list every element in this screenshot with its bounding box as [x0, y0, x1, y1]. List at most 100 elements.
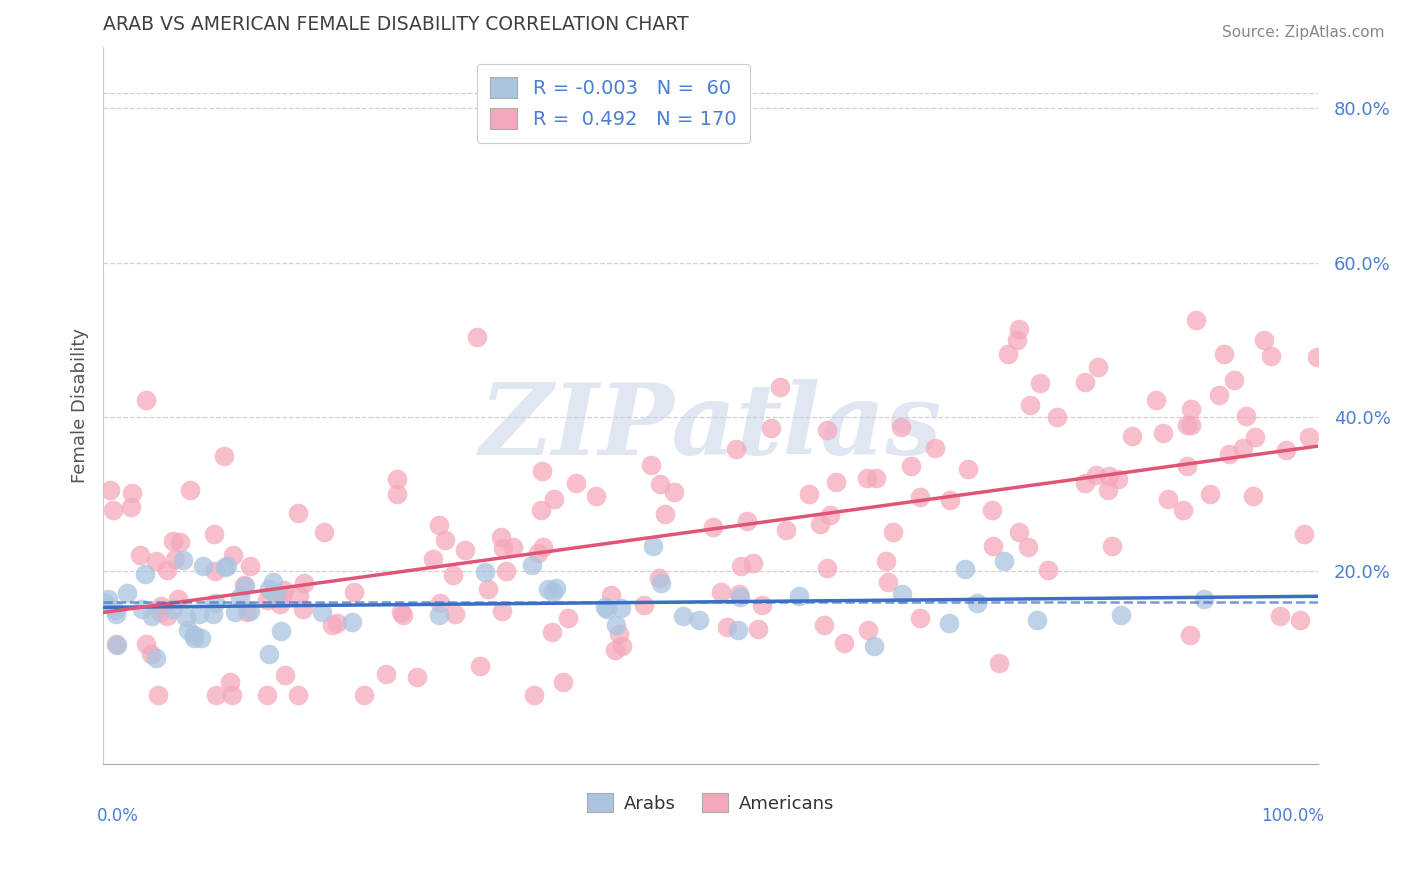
Point	[1232, 441, 1254, 455]
Point	[1289, 613, 1312, 627]
Point	[239, 605, 262, 619]
Point	[146, 688, 169, 702]
Point	[495, 565, 517, 579]
Point	[204, 596, 226, 610]
Point	[662, 485, 685, 500]
Point	[1152, 425, 1174, 440]
Point	[1194, 592, 1216, 607]
Point	[121, 486, 143, 500]
Point	[610, 601, 633, 615]
Point	[257, 648, 280, 662]
Point	[981, 539, 1004, 553]
Point	[716, 620, 738, 634]
Point	[877, 575, 900, 590]
Point	[150, 599, 173, 614]
Point	[882, 524, 904, 539]
Point	[135, 637, 157, 651]
Point	[759, 421, 782, 435]
Point	[474, 565, 496, 579]
Point	[908, 611, 931, 625]
Point	[470, 659, 492, 673]
Point	[890, 419, 912, 434]
Point	[165, 552, 187, 566]
Point	[910, 490, 932, 504]
Point	[728, 590, 751, 604]
Point	[541, 625, 564, 640]
Point	[1109, 608, 1132, 623]
Point	[865, 471, 887, 485]
Point	[221, 688, 243, 702]
Point	[1185, 313, 1208, 327]
Point	[856, 471, 879, 485]
Point	[105, 638, 128, 652]
Point	[434, 533, 457, 548]
Point	[1084, 468, 1107, 483]
Point	[427, 518, 450, 533]
Point	[810, 516, 832, 531]
Point	[1306, 350, 1329, 364]
Point	[427, 607, 450, 622]
Point	[966, 596, 988, 610]
Point	[229, 591, 252, 605]
Point	[204, 688, 226, 702]
Text: Source: ZipAtlas.com: Source: ZipAtlas.com	[1222, 25, 1385, 40]
Point	[737, 514, 759, 528]
Point	[1073, 476, 1095, 491]
Point	[385, 486, 408, 500]
Point	[212, 449, 235, 463]
Point	[654, 508, 676, 522]
Point	[551, 675, 574, 690]
Point	[815, 560, 838, 574]
Point	[610, 639, 633, 653]
Point	[179, 483, 201, 498]
Point	[1244, 430, 1267, 444]
Point	[1180, 418, 1202, 433]
Point	[202, 526, 225, 541]
Point	[710, 585, 733, 599]
Point	[270, 624, 292, 639]
Point	[797, 486, 820, 500]
Point	[1038, 563, 1060, 577]
Point	[454, 543, 477, 558]
Point	[987, 656, 1010, 670]
Point	[201, 607, 224, 621]
Point	[256, 593, 278, 607]
Point	[1107, 472, 1129, 486]
Point	[523, 688, 546, 702]
Point	[321, 618, 343, 632]
Point	[502, 540, 524, 554]
Point	[172, 553, 194, 567]
Point	[236, 605, 259, 619]
Point	[993, 554, 1015, 568]
Point	[117, 585, 139, 599]
Point	[287, 688, 309, 702]
Point	[541, 584, 564, 599]
Point	[477, 582, 499, 596]
Point	[269, 597, 291, 611]
Point	[326, 615, 349, 630]
Point	[1260, 350, 1282, 364]
Point	[1121, 429, 1143, 443]
Point	[818, 508, 841, 522]
Point	[94, 596, 117, 610]
Point	[262, 575, 284, 590]
Point	[222, 549, 245, 563]
Point	[527, 546, 550, 560]
Point	[1029, 376, 1052, 390]
Point	[145, 650, 167, 665]
Point	[219, 674, 242, 689]
Point	[169, 535, 191, 549]
Point	[742, 556, 765, 570]
Point	[385, 471, 408, 485]
Point	[890, 587, 912, 601]
Point	[747, 622, 769, 636]
Point	[232, 577, 254, 591]
Point	[832, 635, 855, 649]
Point	[292, 601, 315, 615]
Point	[340, 615, 363, 630]
Point	[1008, 524, 1031, 539]
Point	[270, 590, 292, 604]
Point	[174, 609, 197, 624]
Point	[311, 605, 333, 619]
Point	[101, 503, 124, 517]
